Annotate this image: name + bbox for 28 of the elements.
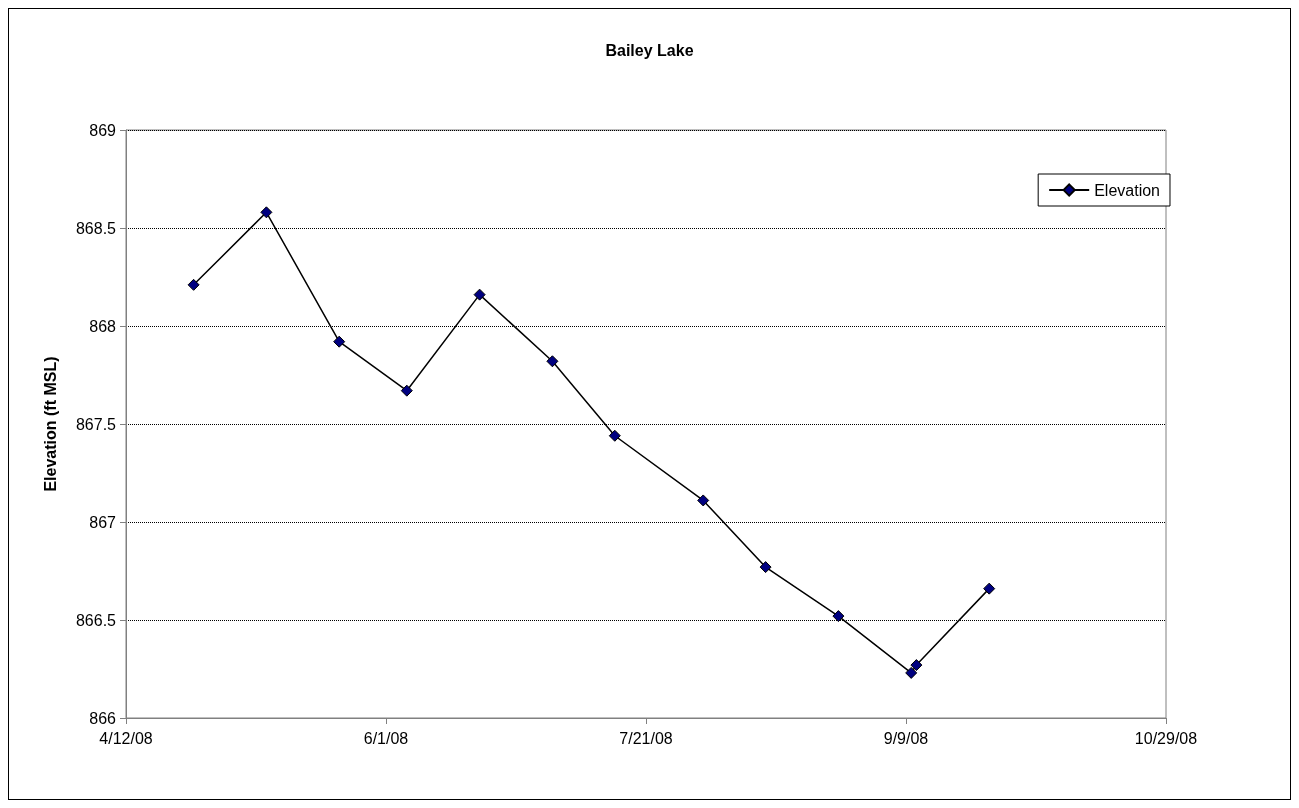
- y-tick-label: 868.5: [75, 219, 117, 237]
- legend-label: Elevation: [1094, 181, 1161, 199]
- point: [910, 659, 923, 672]
- y-tick-label: 869: [89, 121, 117, 139]
- point: [546, 355, 559, 368]
- x-tick-label: 4/12/08: [99, 729, 153, 747]
- x-tick-label: 10/29/08: [1134, 729, 1198, 747]
- y-tick-label: 866: [89, 709, 117, 727]
- x-tick-label: 9/9/08: [883, 729, 929, 747]
- x-tick-label: 7/21/08: [619, 729, 673, 747]
- y-tick-label: 867.5: [75, 415, 117, 433]
- y-tick-label: 866.5: [75, 611, 117, 629]
- point: [983, 582, 996, 595]
- point: [333, 335, 346, 348]
- x-tick-label: 6/1/08: [363, 729, 409, 747]
- chart-title: Bailey Lake: [605, 41, 694, 59]
- point: [608, 429, 621, 442]
- point: [400, 384, 413, 397]
- point: [473, 288, 486, 301]
- point: [260, 206, 273, 219]
- point: [759, 561, 772, 574]
- point: [187, 278, 200, 291]
- y-axis-title: Elevation (ft MSL): [41, 356, 59, 492]
- point: [697, 494, 710, 507]
- y-tick-label: 868: [89, 317, 117, 335]
- point: [905, 666, 918, 679]
- point: [832, 610, 845, 623]
- y-tick-label: 867: [89, 513, 117, 531]
